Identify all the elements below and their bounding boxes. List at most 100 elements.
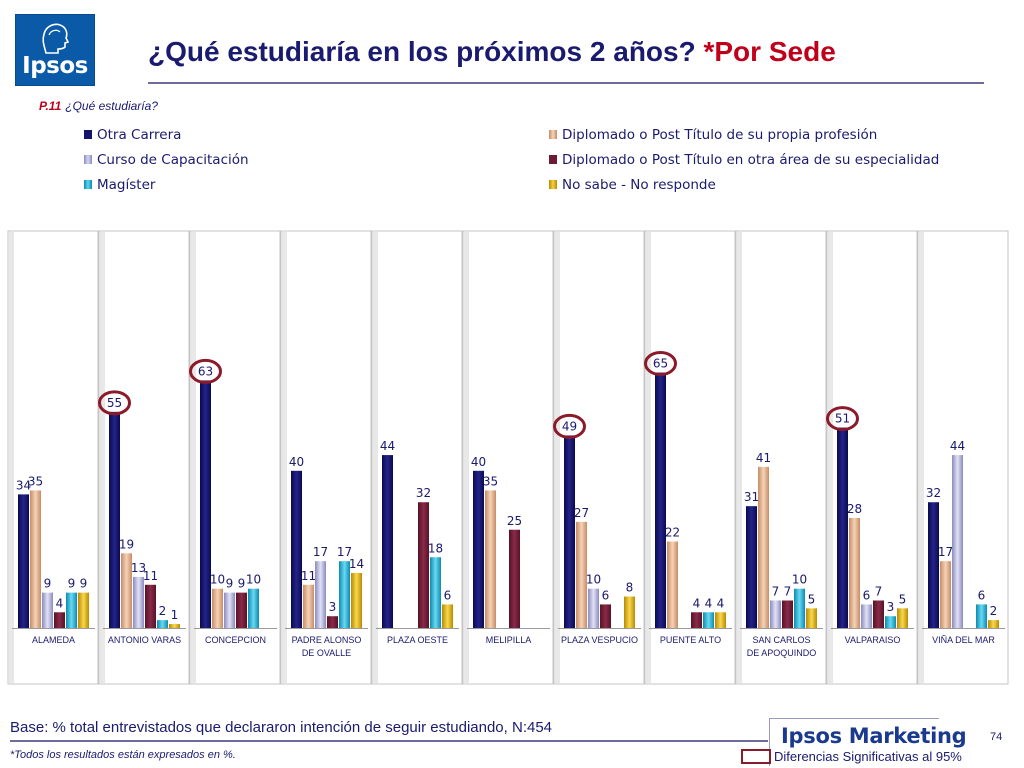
data-label: 32 [416, 486, 431, 500]
panel-edge [737, 232, 742, 683]
title-accent: *Por Sede [703, 36, 836, 67]
legend-label: Otra Carrera [97, 127, 182, 143]
bar-viña-del-mar-4 [976, 604, 987, 628]
bar-plaza-vespucio-1 [576, 521, 587, 628]
data-label: 9 [44, 577, 52, 591]
data-label: 10 [210, 573, 225, 587]
logo-text: Ipsos [22, 53, 88, 79]
data-label: 6 [978, 588, 986, 602]
legend-swatch [549, 155, 557, 164]
bar-san-carlos-de-apoquindo-0 [746, 506, 757, 628]
bar-alameda-4 [66, 592, 77, 628]
bar-melipilla-3 [509, 529, 520, 628]
data-label: 35 [28, 474, 43, 488]
legend-item-diplomado-propia: Diplomado o Post Título de su propia pro… [549, 127, 877, 143]
category-label: VIÑA DEL MAR [932, 635, 995, 645]
bar-antonio-varas-0 [109, 411, 120, 628]
data-label: 31 [744, 490, 759, 504]
bar-viña-del-mar-2 [952, 455, 963, 628]
category-label: PLAZA OESTE [387, 635, 448, 645]
bar-puente-alto-5 [715, 612, 726, 628]
bar-plaza-oeste-4 [430, 557, 441, 628]
legend-item-curso-capacitacion: Curso de Capacitación [84, 152, 249, 168]
bar-alameda-2 [42, 592, 53, 628]
data-label: 13 [131, 561, 146, 575]
bar-alameda-1 [30, 490, 41, 628]
bar-concepcion-1 [212, 588, 223, 628]
data-label: 7 [875, 584, 883, 598]
data-label: 22 [665, 526, 680, 540]
legend-swatch [84, 155, 92, 164]
bar-plaza-vespucio-0 [564, 435, 575, 628]
data-label: 41 [756, 451, 771, 465]
data-label: 1 [171, 608, 179, 622]
bar-valparaiso-3 [873, 600, 884, 628]
data-label: 7 [784, 584, 792, 598]
bar-antonio-varas-3 [145, 584, 156, 628]
bar-viña-del-mar-0 [928, 502, 939, 628]
title-main: ¿Qué estudiaría en los próximos 2 años? [148, 36, 704, 67]
category-label: ALAMEDA [32, 635, 75, 645]
data-label: 19 [119, 537, 134, 551]
data-label: 9 [80, 577, 88, 591]
data-label: 6 [444, 588, 452, 602]
bar-viña-del-mar-5 [988, 620, 999, 628]
category-label: PADRE ALONSO [292, 635, 362, 645]
panel-edge [555, 232, 560, 683]
data-label: 6 [863, 588, 871, 602]
significance-marker [644, 351, 677, 377]
legend-swatch [549, 130, 557, 139]
base-text: Base: % total entrevistados que declarar… [10, 719, 553, 736]
bar-padre-alonso-de-ovalle-0 [291, 470, 302, 628]
data-label: 9 [68, 577, 76, 591]
data-label: 17 [938, 545, 953, 559]
panel-edge [828, 232, 833, 683]
category-label: DE OVALLE [302, 648, 351, 658]
bar-padre-alonso-de-ovalle-1 [303, 584, 314, 628]
significance-marker [826, 406, 859, 432]
data-label: 10 [246, 573, 261, 587]
bar-padre-alonso-de-ovalle-4 [339, 561, 350, 628]
bar-plaza-oeste-3 [418, 502, 429, 628]
data-label: 8 [626, 581, 634, 595]
bar-padre-alonso-de-ovalle-3 [327, 616, 338, 628]
data-label: 2 [990, 604, 998, 618]
brand-box [769, 718, 939, 766]
data-label: 63 [198, 364, 213, 378]
legend-label: No sabe - No responde [562, 177, 716, 193]
data-label: 3 [329, 600, 337, 614]
panel-edge [646, 232, 651, 683]
bar-concepcion-0 [200, 380, 211, 628]
legend-item-magister: Magíster [84, 177, 155, 193]
data-label: 2 [159, 604, 167, 618]
bar-alameda-3 [54, 612, 65, 628]
bar-concepcion-4 [248, 588, 259, 628]
data-label: 17 [337, 545, 352, 559]
data-label: 11 [301, 569, 316, 583]
legend-label: Diplomado o Post Título en otra área de … [562, 152, 940, 168]
category-label: SAN CARLOS [752, 635, 810, 645]
bar-san-carlos-de-apoquindo-1 [758, 466, 769, 628]
significance-legend-box [741, 749, 771, 764]
bar-plaza-vespucio-2 [588, 588, 599, 628]
category-label: DE APOQUINDO [747, 648, 817, 658]
data-label: 32 [926, 486, 941, 500]
question-code: P.11 [39, 99, 62, 113]
data-label: 35 [483, 474, 498, 488]
data-label: 4 [693, 596, 701, 610]
bar-puente-alto-1 [667, 541, 678, 628]
data-label: 14 [349, 557, 364, 571]
bar-concepcion-3 [236, 592, 247, 628]
head-silhouette-icon [42, 23, 70, 54]
bar-plaza-vespucio-5 [624, 596, 635, 628]
data-label: 65 [653, 357, 668, 371]
bar-concepcion-2 [224, 592, 235, 628]
panel-edge [464, 232, 469, 683]
footer-divider [10, 740, 768, 742]
significance-legend-label: Diferencias Significativas al 95% [774, 749, 962, 764]
bar-plaza-oeste-5 [442, 604, 453, 628]
panel-edge [919, 232, 924, 683]
bar-alameda-5 [78, 592, 89, 628]
title-divider [148, 82, 984, 84]
